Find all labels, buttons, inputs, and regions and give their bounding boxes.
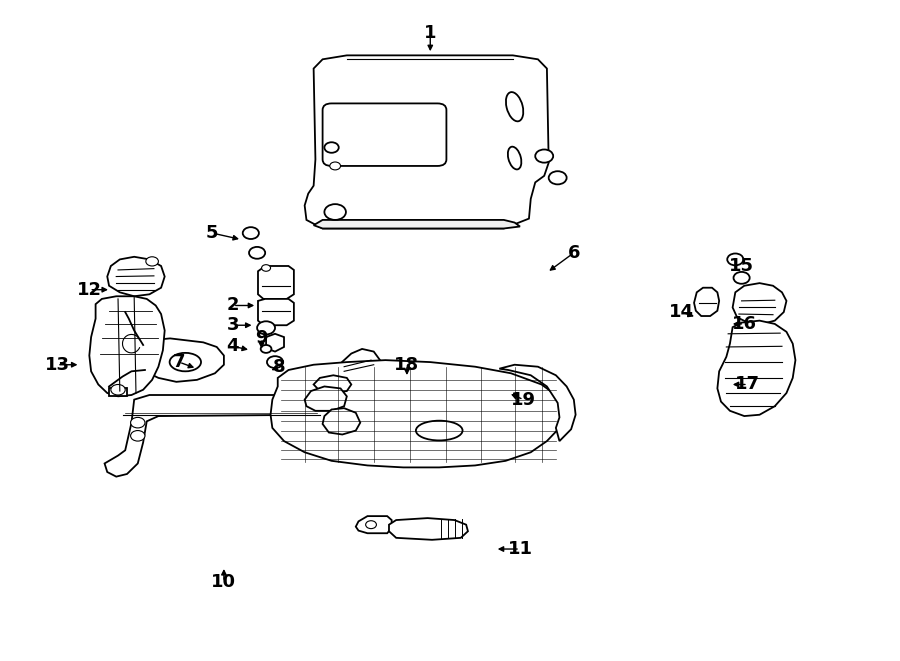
Text: 14: 14 (669, 303, 694, 321)
Circle shape (365, 521, 376, 529)
PathPatch shape (694, 288, 719, 316)
Text: 11: 11 (508, 540, 533, 558)
PathPatch shape (304, 387, 347, 410)
Text: 4: 4 (227, 337, 239, 356)
Text: 2: 2 (227, 297, 239, 315)
Circle shape (249, 247, 266, 258)
Circle shape (111, 385, 125, 395)
PathPatch shape (271, 360, 565, 467)
Text: 6: 6 (568, 244, 580, 262)
Circle shape (536, 149, 554, 163)
PathPatch shape (89, 296, 165, 397)
PathPatch shape (107, 256, 165, 296)
PathPatch shape (258, 266, 294, 299)
Circle shape (329, 162, 340, 170)
PathPatch shape (313, 375, 351, 393)
Circle shape (324, 204, 346, 220)
Text: 9: 9 (256, 329, 268, 348)
Text: 15: 15 (729, 257, 754, 275)
Circle shape (243, 227, 259, 239)
FancyBboxPatch shape (322, 103, 446, 166)
Circle shape (257, 321, 275, 334)
PathPatch shape (500, 365, 576, 441)
Text: 13: 13 (44, 356, 69, 373)
Ellipse shape (169, 353, 201, 371)
Circle shape (261, 345, 272, 353)
PathPatch shape (733, 283, 787, 324)
Circle shape (734, 272, 750, 284)
PathPatch shape (356, 516, 392, 533)
Text: 3: 3 (227, 316, 239, 334)
PathPatch shape (140, 338, 224, 382)
PathPatch shape (333, 349, 380, 378)
Circle shape (727, 253, 743, 265)
Circle shape (130, 417, 145, 428)
Text: 16: 16 (732, 315, 757, 333)
Ellipse shape (416, 420, 463, 440)
Text: 19: 19 (511, 391, 536, 408)
Text: 5: 5 (206, 224, 219, 242)
Circle shape (130, 430, 145, 441)
Text: 10: 10 (212, 573, 237, 591)
Ellipse shape (506, 92, 523, 122)
PathPatch shape (258, 299, 294, 325)
PathPatch shape (266, 334, 284, 352)
Ellipse shape (508, 147, 521, 169)
PathPatch shape (717, 321, 796, 416)
Text: 12: 12 (76, 281, 102, 299)
Circle shape (146, 256, 158, 266)
Ellipse shape (262, 264, 271, 271)
PathPatch shape (389, 518, 468, 540)
Text: 17: 17 (735, 375, 760, 393)
PathPatch shape (313, 220, 520, 229)
Circle shape (324, 142, 338, 153)
Circle shape (549, 171, 567, 184)
Text: 7: 7 (173, 353, 185, 371)
Text: 8: 8 (274, 358, 286, 375)
PathPatch shape (104, 395, 324, 477)
PathPatch shape (304, 56, 549, 229)
PathPatch shape (109, 389, 127, 397)
Text: 18: 18 (394, 356, 419, 373)
Text: 1: 1 (424, 24, 436, 42)
Circle shape (267, 356, 284, 368)
PathPatch shape (322, 408, 360, 434)
